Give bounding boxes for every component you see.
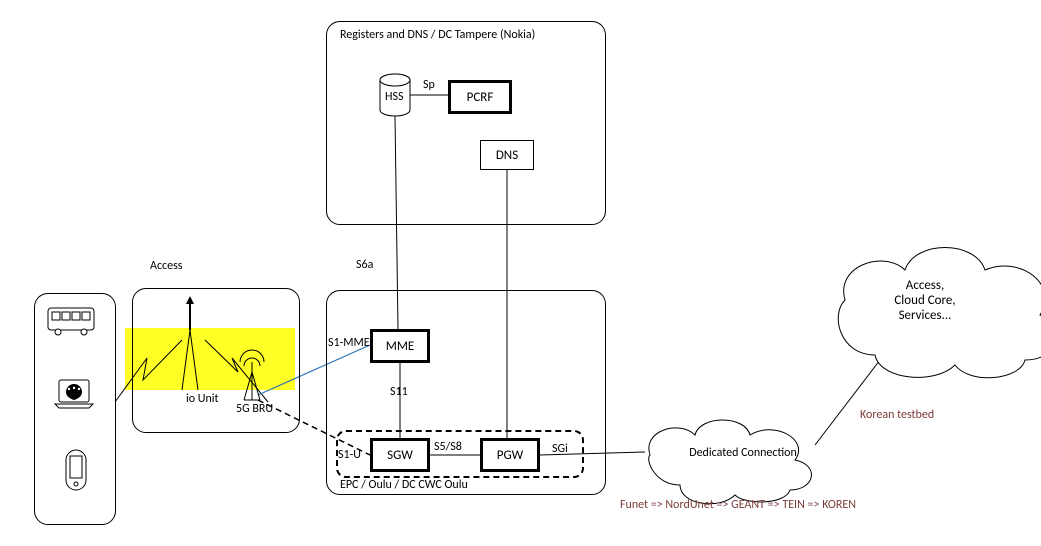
bru-label: 5G BRU (236, 402, 273, 416)
hss-label: HSS (385, 90, 404, 104)
korean-testbed-label: Korean testbed (860, 408, 934, 422)
mme-box: MME (370, 329, 430, 363)
s5s8-label: S5/S8 (434, 440, 462, 454)
dedicated-cloud-label: Dedicated Connection (668, 446, 818, 460)
access-title: Access (150, 259, 182, 273)
link-dedicated-korean (815, 360, 880, 445)
mme-label: MME (386, 339, 415, 354)
registers-panel (326, 21, 606, 225)
radio-unit-label: io Unit (186, 392, 219, 406)
s11-label: S11 (390, 385, 408, 399)
sgw-label: SGW (387, 448, 413, 463)
pcrf-box: PCRF (448, 80, 512, 114)
dns-label: DNS (496, 148, 518, 163)
sp-label: Sp (423, 78, 435, 92)
registers-title: Registers and DNS / DC Tampere (Nokia) (340, 28, 535, 42)
epc-title: EPC / Oulu / DC CWC Oulu (340, 478, 468, 492)
funet-chain-label: Funet => NordUnet => GEANT => TEIN => KO… (620, 498, 856, 512)
dns-box: DNS (480, 140, 534, 170)
korean-cloud-label: Access, Cloud Core, Services... (875, 278, 975, 323)
devices-panel (34, 293, 116, 525)
pgw-box: PGW (480, 438, 540, 472)
sgi-label: SGi (552, 442, 568, 456)
s1mme-label: S1-MME (328, 336, 370, 350)
dedicated-cloud (649, 420, 812, 504)
s6a-label: S6a (356, 258, 373, 272)
pcrf-label: PCRF (467, 90, 494, 105)
s1u-label: S1-U (338, 448, 361, 462)
access-infra-panel (132, 288, 300, 433)
sgw-box: SGW (370, 438, 430, 472)
pgw-label: PGW (497, 448, 523, 463)
